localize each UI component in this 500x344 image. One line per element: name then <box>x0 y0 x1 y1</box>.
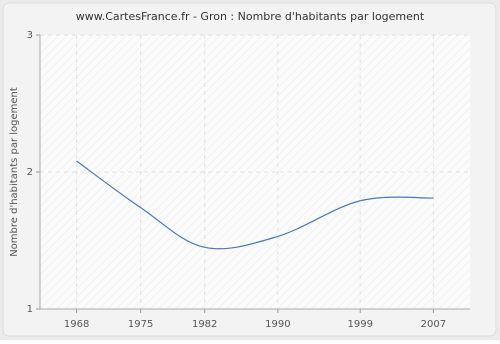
x-tick-label: 1990 <box>265 319 290 330</box>
plot-area <box>40 35 470 309</box>
x-tick-label: 2007 <box>421 319 446 330</box>
x-tick-label: 1968 <box>64 319 89 330</box>
x-tick-label: 1982 <box>192 319 217 330</box>
x-tick-label: 1975 <box>128 319 153 330</box>
y-axis-label: Nombre d'habitants par logement <box>9 87 20 257</box>
y-tick-label: 2 <box>27 167 33 178</box>
chart-title: www.CartesFrance.fr - Gron : Nombre d'ha… <box>76 10 425 23</box>
y-tick-label: 3 <box>27 30 33 41</box>
y-tick-label: 1 <box>27 304 33 315</box>
line-series <box>76 160 434 250</box>
x-tick-label: 1999 <box>347 319 372 330</box>
